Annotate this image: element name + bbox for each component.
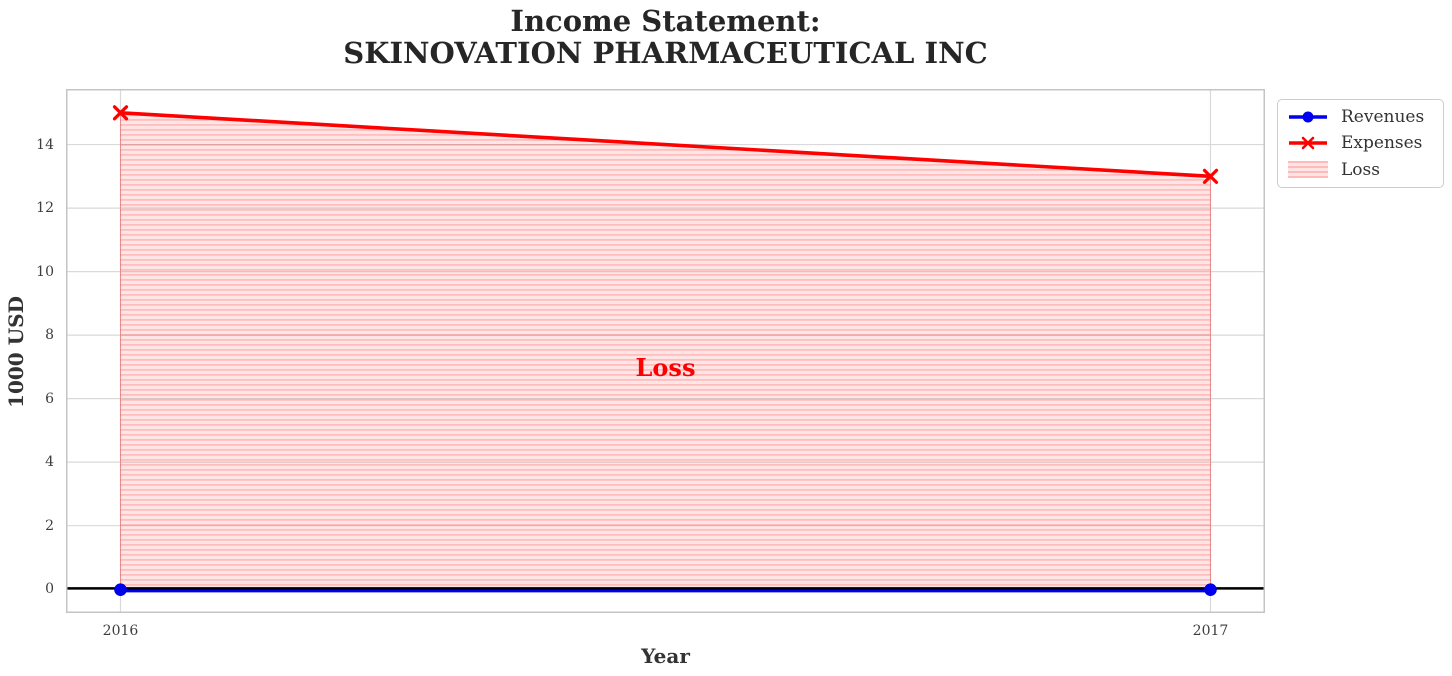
expenses-line: [120, 111, 1211, 179]
y-tick-label: 0: [45, 581, 54, 598]
chart-title-line2: SKINOVATION PHARMACEUTICAL INC: [343, 36, 988, 70]
chart-title: Income Statement: SKINOVATION PHARMACEUT…: [66, 5, 1265, 69]
legend-label-loss: Loss: [1341, 159, 1380, 180]
legend: Revenues Expenses Loss: [1277, 99, 1444, 188]
revenues-point-marker: [114, 583, 127, 596]
expenses-point-marker: [112, 105, 129, 121]
y-tick-label: 10: [36, 263, 54, 280]
plot-frame: [66, 89, 1265, 613]
legend-label-revenues: Revenues: [1341, 107, 1425, 128]
legend-item-loss: Loss: [1288, 160, 1433, 180]
data-point-markers: [112, 105, 1219, 596]
legend-item-expenses: Expenses: [1288, 133, 1433, 153]
x-tick-label: 2017: [1192, 623, 1229, 639]
y-tick-label: 14: [36, 136, 54, 153]
y-tick-label: 2: [45, 517, 54, 534]
y-tick-label: 8: [45, 327, 54, 344]
plot-area: Loss: [66, 89, 1265, 613]
y-tick-label: 12: [36, 200, 54, 217]
chart-title-line1: Income Statement:: [510, 4, 821, 38]
y-tick-label: 4: [45, 454, 54, 471]
expenses-point-marker: [1202, 168, 1219, 184]
loss-annotation: Loss: [636, 353, 696, 382]
legend-item-revenues: Revenues: [1288, 107, 1433, 127]
revenues-line-icon: [1289, 111, 1327, 123]
expenses-line-icon: [1289, 137, 1327, 150]
y-tick-label: 6: [45, 390, 54, 407]
loss-hatch-swatch-icon: [1288, 161, 1328, 179]
legend-label-expenses: Expenses: [1341, 133, 1423, 154]
revenues-point-marker: [1204, 583, 1217, 596]
x-tick-label: 2016: [102, 623, 139, 639]
loss-shaded-area: [120, 112, 1211, 590]
x-axis-label: Year: [641, 644, 690, 668]
